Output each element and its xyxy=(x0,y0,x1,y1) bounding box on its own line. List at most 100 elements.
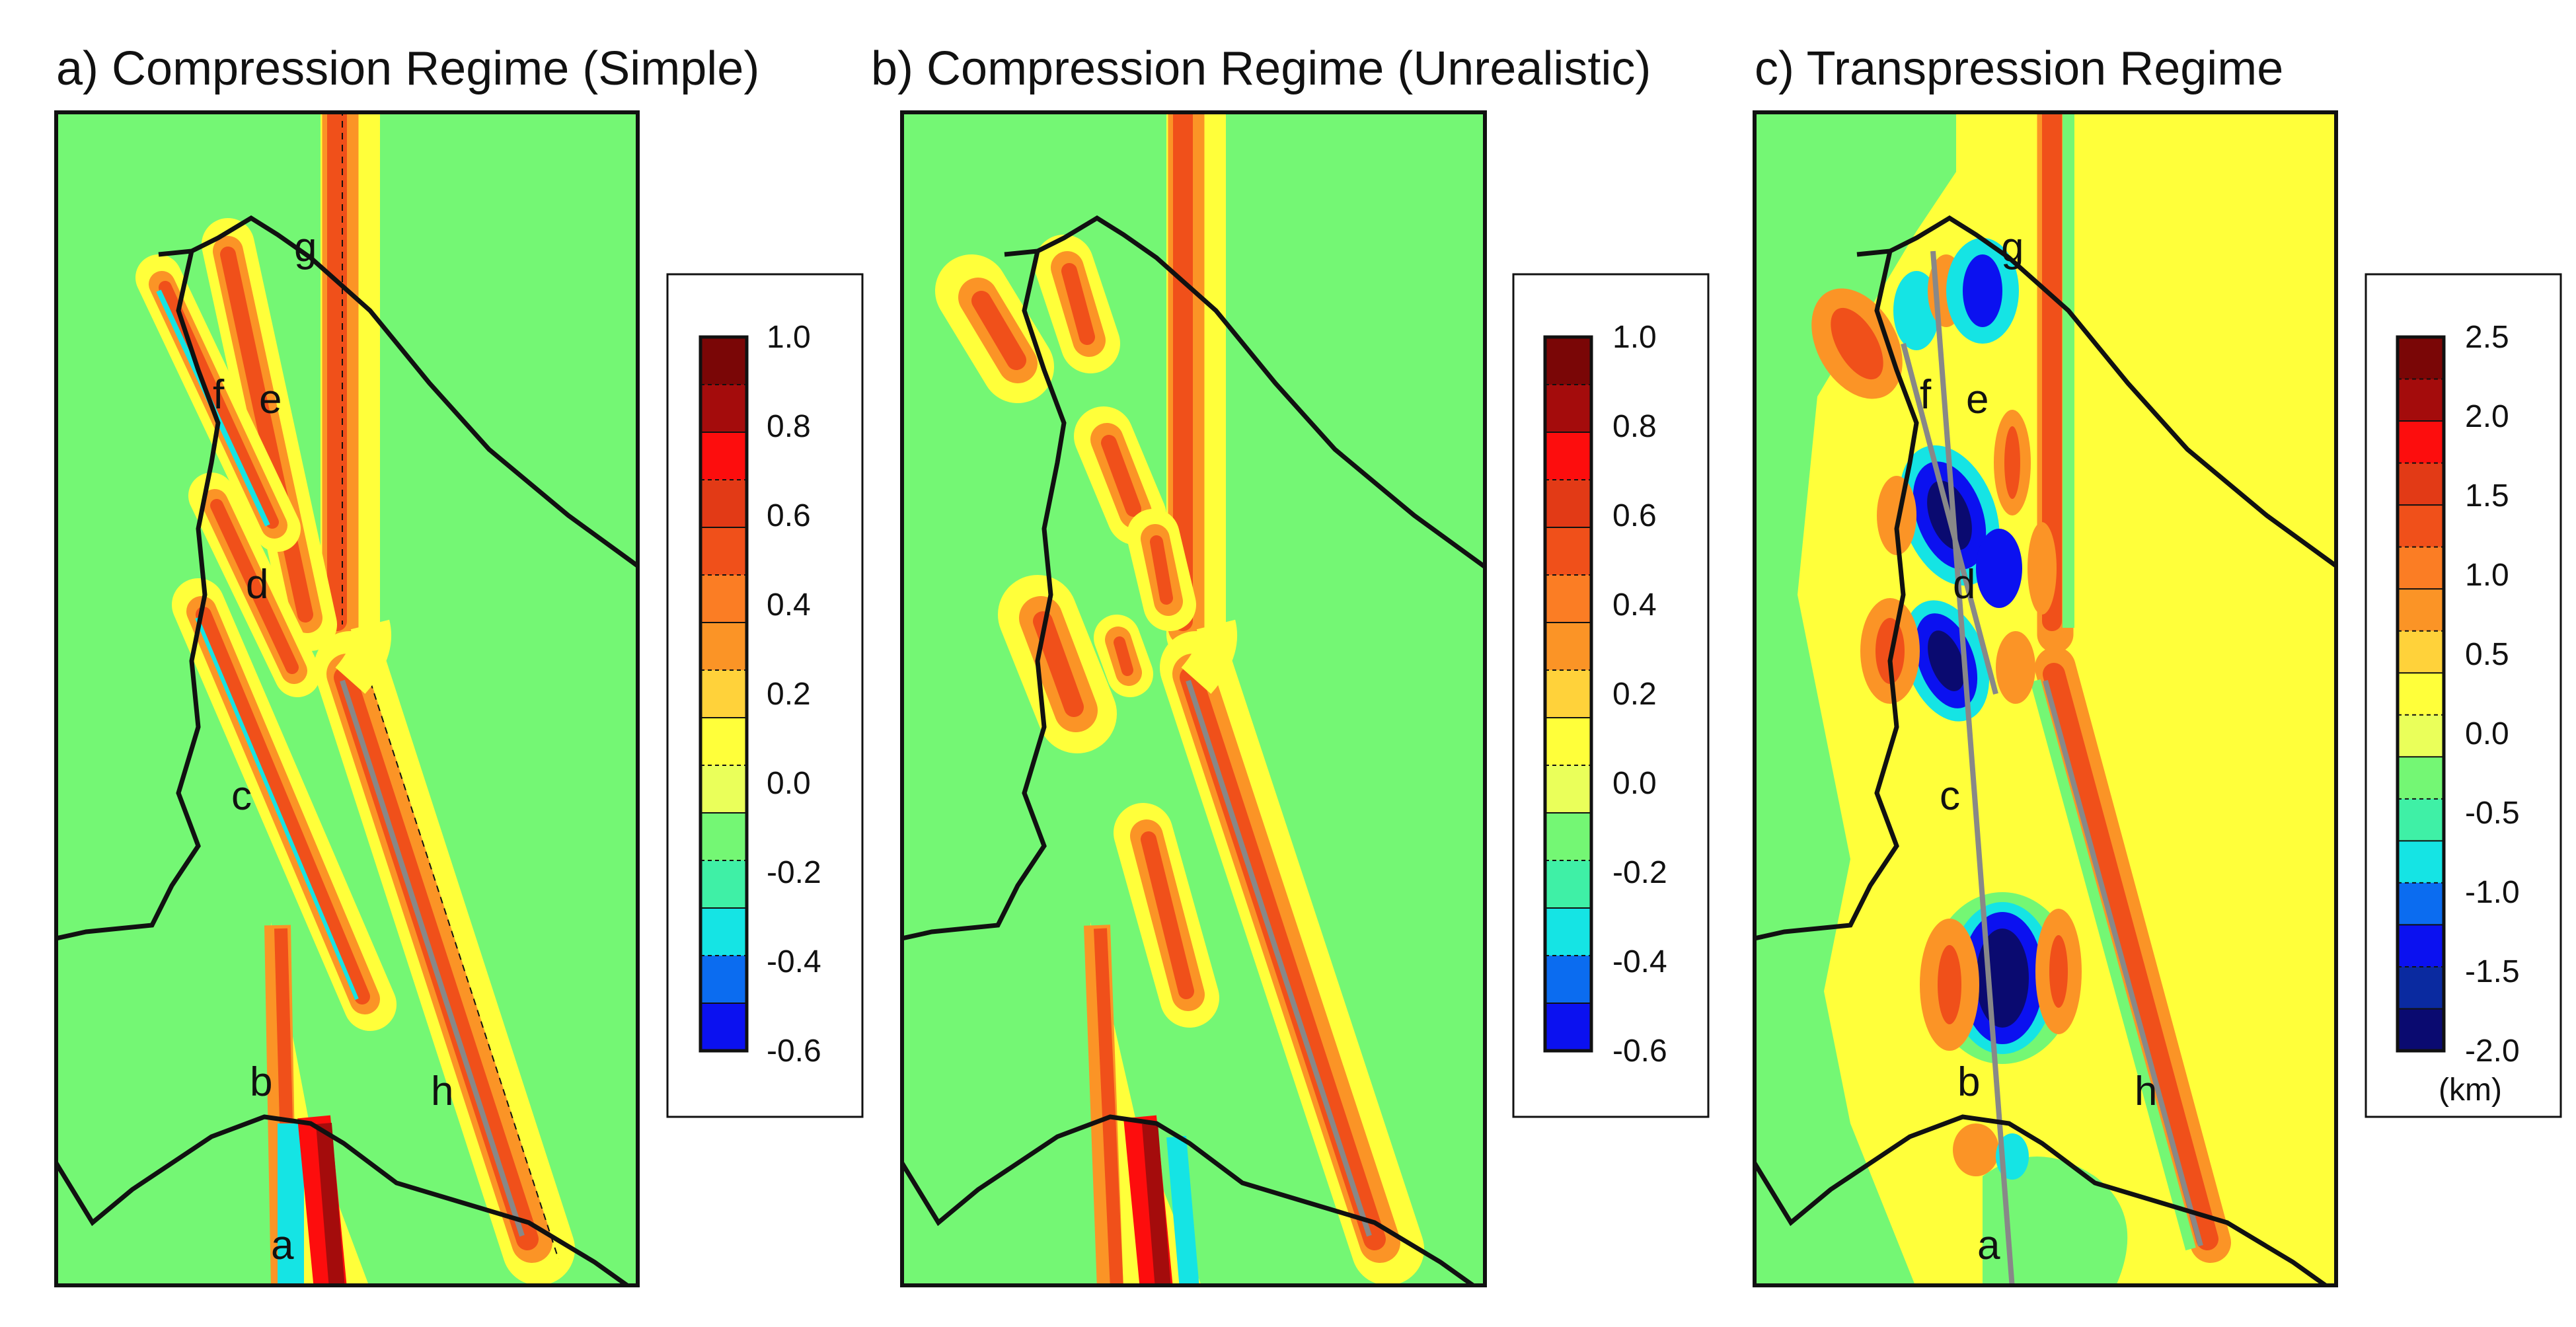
colorbar-tick-label: -0.6 xyxy=(1612,1034,1667,1069)
fault-trace-a-g xyxy=(1930,250,2015,1285)
colorbar-swatch xyxy=(2398,798,2444,841)
colorbar-swatch xyxy=(2398,547,2444,589)
panel-a-title: a) Compression Regime (Simple) xyxy=(56,42,759,95)
panel-b-title: b) Compression Regime (Unrealistic) xyxy=(871,42,1651,95)
uplift-lens-middle-2 xyxy=(1127,509,1196,631)
colorbar-swatch xyxy=(1545,813,1591,861)
colorbar-swatch xyxy=(1545,623,1591,671)
uplift-band-main-north xyxy=(321,112,380,664)
colorbar-b-box xyxy=(1512,273,1710,1118)
uplift-band-d xyxy=(188,473,321,697)
colorbar-swatch xyxy=(701,718,747,766)
fault-label-h: h xyxy=(2135,1069,2157,1114)
colorbar-tick-label: 2.5 xyxy=(2465,320,2509,355)
colorbar-swatch xyxy=(2398,337,2444,380)
panel-b-map xyxy=(902,112,1485,1285)
colorbar-swatch xyxy=(2398,589,2444,632)
fault-label-d: d xyxy=(246,562,268,607)
uplift-lens-south-middle xyxy=(1114,803,1219,1028)
colorbar-swatch xyxy=(1545,908,1591,956)
uplift-band-h xyxy=(314,631,575,1285)
uplift-band-main-north xyxy=(1166,112,1226,664)
transpression-lobes-north xyxy=(1811,238,2019,399)
fault-label-g: g xyxy=(2001,225,2024,270)
colorbar-c-ticks: 2.5 2.0 1.5 1.0 0.5 0.0 -0.5 -1.0 -1.5 -2.0 xyxy=(2465,320,2520,1069)
colorbar-swatch xyxy=(2398,505,2444,548)
colorbar-swatch xyxy=(2398,630,2444,673)
panel-a-map xyxy=(56,112,638,1285)
colorbar-tick-label: -2.0 xyxy=(2465,1034,2520,1069)
colorbar-swatch xyxy=(2398,379,2444,422)
colorbar-tick-label: -1.0 xyxy=(2465,875,2520,910)
fault-label-c: c xyxy=(1940,773,1960,819)
colorbar-swatch xyxy=(701,813,747,861)
uplift-band-junction xyxy=(1181,619,1237,694)
colorbar-tick-label: 1.0 xyxy=(767,320,811,355)
colorbar-swatch xyxy=(2398,1008,2444,1051)
uplift-band-a-b xyxy=(1084,922,1201,1285)
colorbar-tick-label: 0.8 xyxy=(767,409,811,444)
colorbar-tick-label: -0.6 xyxy=(767,1034,821,1069)
uplift-lens-middle-1 xyxy=(1074,406,1166,545)
colorbar-swatch xyxy=(2398,421,2444,464)
colorbar-swatch xyxy=(701,860,747,909)
fault-label-g: g xyxy=(294,225,317,270)
colorbar-swatch xyxy=(2398,714,2444,757)
colorbar-tick-label: -0.5 xyxy=(2465,796,2520,831)
fault-label-a: a xyxy=(1977,1223,2000,1268)
colorbar-swatch xyxy=(1545,527,1591,576)
colorbar-tick-label: 0.0 xyxy=(767,766,811,801)
colorbar-tick-label: -0.2 xyxy=(767,855,821,890)
panel-b-frame xyxy=(900,110,1487,1287)
panel-c: c) Transpression Regime xyxy=(1753,42,2562,1287)
colorbar-swatch xyxy=(701,432,747,480)
colorbar-b-swatches xyxy=(1545,337,1591,1051)
subsidence-zone-south xyxy=(1983,1156,2128,1285)
panel-c-title: c) Transpression Regime xyxy=(1755,42,2283,95)
colorbar-swatch xyxy=(1545,480,1591,528)
colorbar-swatch xyxy=(1545,575,1591,623)
uplift-band-a-b xyxy=(264,922,369,1285)
uplift-lens-north-east xyxy=(1034,235,1120,373)
colorbar-tick-label: -1.5 xyxy=(2465,954,2520,989)
colorbar-a-frame xyxy=(699,335,749,1053)
subsidence-zone-west xyxy=(1755,112,1956,1285)
panel-c-map xyxy=(1755,112,2336,1285)
colorbar-c-box xyxy=(2365,273,2562,1118)
colorbar-swatch xyxy=(701,956,747,1004)
colorbar-swatch xyxy=(1545,337,1591,385)
uplift-band-junction xyxy=(335,619,391,694)
colorbar-tick-label: -0.4 xyxy=(1612,944,1667,979)
fault-label-d: d xyxy=(1953,562,1975,607)
colorbar-b-ticks: 1.0 0.8 0.6 0.4 0.2 0.0 -0.2 -0.4 -0.6 xyxy=(1612,320,1667,1069)
coastline-north xyxy=(1856,215,2336,569)
colorbar-tick-label: 0.6 xyxy=(1612,498,1657,533)
colorbar-tick-label: 0.0 xyxy=(1612,766,1657,801)
panel-b: b) Compression Regime (Unrealistic) xyxy=(871,42,1710,1287)
colorbar-swatch xyxy=(2398,841,2444,884)
coastline-north xyxy=(1004,215,1485,570)
fault-label-b: b xyxy=(1957,1059,1980,1105)
coastline-west xyxy=(902,250,1067,941)
colorbar-swatch xyxy=(701,527,747,576)
colorbar-tick-label: 0.8 xyxy=(1612,409,1657,444)
colorbar-swatch xyxy=(1545,385,1591,433)
colorbar-swatch xyxy=(701,480,747,528)
fault-label-h: h xyxy=(431,1069,453,1114)
colorbar-swatch xyxy=(701,385,747,433)
colorbar-a-swatches xyxy=(701,337,747,1051)
fault-trace-f xyxy=(1901,342,1998,695)
panel-c-frame xyxy=(1753,110,2338,1287)
uplift-lens-north-west xyxy=(935,254,1054,403)
colorbar-a-ticks: 1.0 0.8 0.6 0.4 0.2 0.0 -0.2 -0.4 -0.6 xyxy=(767,320,821,1069)
colorbar-b-frame xyxy=(1543,335,1593,1053)
colorbar-swatch xyxy=(701,575,747,623)
colorbar-tick-label: 0.5 xyxy=(2465,637,2509,672)
colorbar-swatch xyxy=(1545,670,1591,718)
colorbar-swatch xyxy=(2398,673,2444,716)
panel-a: a) Compression Regime (Simple) xyxy=(54,42,864,1287)
fault-label-b: b xyxy=(250,1059,272,1105)
colorbar-swatch xyxy=(701,670,747,718)
colorbar-swatch xyxy=(2398,882,2444,925)
